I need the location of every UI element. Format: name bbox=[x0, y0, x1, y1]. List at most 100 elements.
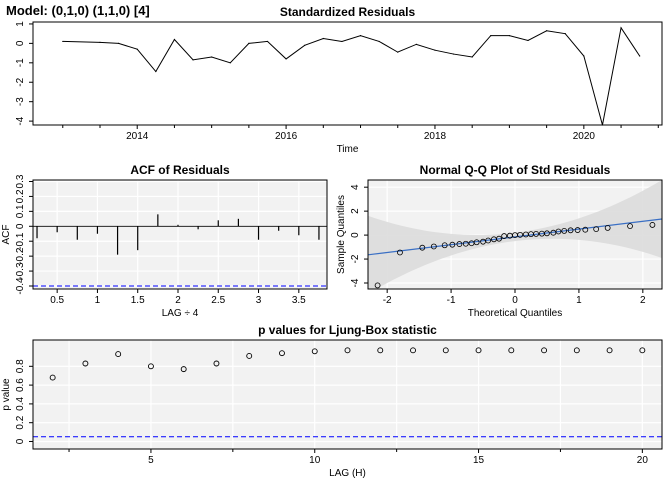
residual-point bbox=[173, 38, 176, 41]
std-residuals-y-tick-label: -3 bbox=[15, 97, 26, 106]
qq-point bbox=[473, 239, 480, 246]
ljung-box-point bbox=[541, 347, 548, 354]
residual-point bbox=[564, 33, 566, 35]
ljung-box-point bbox=[573, 347, 580, 354]
ljung-box-x-tick-label: 15 bbox=[473, 455, 485, 466]
qq-point bbox=[604, 225, 611, 231]
std-residuals-y-tick-label: -4 bbox=[15, 116, 26, 125]
ljung-box-xlabel: LAG (H) bbox=[329, 468, 366, 479]
qq-point bbox=[593, 226, 600, 233]
std-residuals-y-tick-label: -2 bbox=[15, 77, 26, 86]
qq-y-tick-label: 0 bbox=[350, 232, 361, 238]
ljung-box-y-tick-label: 0.4 bbox=[15, 397, 26, 411]
qq-point bbox=[501, 233, 508, 239]
std-residuals-x-tick-label: 2016 bbox=[275, 131, 298, 142]
ljung-box-x-tick-label: 5 bbox=[148, 455, 154, 466]
ljung-box-point bbox=[442, 347, 449, 354]
residual-point bbox=[452, 53, 455, 55]
acf-x-tick-label: 1.5 bbox=[131, 295, 145, 306]
residual-series-line bbox=[62, 26, 641, 126]
ljung-box-point bbox=[344, 347, 351, 354]
ljung-box-x-tick-label: 20 bbox=[637, 455, 649, 466]
ljung-box-x-tick-label: 10 bbox=[309, 455, 321, 466]
qq-xlabel: Theoretical Quantiles bbox=[468, 308, 563, 319]
qq-y-tick-label: 2 bbox=[350, 208, 361, 214]
residual-point bbox=[304, 44, 306, 46]
residual-point bbox=[546, 30, 548, 32]
residual-point bbox=[266, 40, 269, 43]
acf-x-tick-label: 3 bbox=[256, 295, 262, 306]
residual-point bbox=[359, 35, 362, 37]
ljung-box-frame bbox=[32, 339, 663, 450]
ljung-box-y-tick-label: 0.8 bbox=[15, 359, 26, 373]
qq-point bbox=[397, 249, 403, 256]
residual-point bbox=[490, 35, 492, 37]
ljung-box-point bbox=[115, 351, 122, 358]
ljung-box-point bbox=[49, 374, 56, 381]
qq-y-tick-label: 4 bbox=[350, 184, 361, 190]
qq-point bbox=[419, 244, 426, 251]
acf-y-tick-label: 0 bbox=[15, 223, 26, 229]
acf-y-tick-label: -0.3 bbox=[15, 262, 26, 280]
residual-point bbox=[341, 40, 343, 43]
ljung-box-point bbox=[508, 347, 515, 354]
std-residuals-y-tick-label: 1 bbox=[15, 21, 26, 27]
std-residuals-y-tick-label: -1 bbox=[15, 58, 26, 67]
acf-title: ACF of Residuals bbox=[130, 163, 230, 177]
ljung-box-title: p values for Ljung-Box statistic bbox=[258, 323, 437, 337]
residual-point bbox=[248, 42, 250, 44]
acf-x-tick-label: 2.5 bbox=[211, 295, 225, 306]
residual-point bbox=[285, 58, 287, 60]
ljung-box-point bbox=[82, 360, 89, 367]
qq-point bbox=[374, 282, 381, 289]
residual-point bbox=[136, 48, 138, 50]
std-residuals-title: Standardized Residuals bbox=[280, 5, 416, 19]
qq-point bbox=[544, 230, 550, 237]
qq-point bbox=[430, 243, 437, 250]
acf-x-tick-label: 0.5 bbox=[50, 295, 64, 306]
residual-point bbox=[322, 37, 324, 40]
std-residuals-xlabel: Time bbox=[337, 144, 359, 155]
qq-ylabel: Sample Quantiles bbox=[336, 195, 347, 274]
std-residuals-x-tick-label: 2018 bbox=[424, 131, 447, 142]
ljung-box-point bbox=[639, 347, 646, 354]
residual-point bbox=[434, 49, 436, 51]
qq-reference-line bbox=[367, 218, 663, 256]
acf-y-tick-label: 0.2 bbox=[15, 189, 26, 203]
ljung-box-point bbox=[311, 348, 318, 355]
ljung-box-point bbox=[279, 350, 285, 357]
qq-point bbox=[627, 223, 633, 230]
qq-point bbox=[582, 226, 589, 233]
residual-point bbox=[508, 35, 511, 37]
acf-y-tick-label: 0.1 bbox=[15, 204, 26, 218]
acf-y-tick-label: -0.1 bbox=[15, 232, 26, 250]
qq-point bbox=[517, 231, 524, 238]
residual-point bbox=[471, 56, 473, 58]
residual-point bbox=[527, 39, 529, 42]
residual-point bbox=[62, 40, 64, 43]
qq-point bbox=[456, 241, 463, 247]
ljung-box-y-tick-label: 0.2 bbox=[15, 415, 26, 429]
ljung-box-panel-bg bbox=[33, 340, 662, 449]
ljung-box-point bbox=[475, 347, 482, 354]
ljung-box-y-tick-label: 0.6 bbox=[15, 378, 26, 392]
residual-point bbox=[583, 55, 585, 57]
ljung-box-point bbox=[147, 363, 154, 370]
ljung-box-point bbox=[213, 360, 220, 367]
acf-x-tick-label: 3.5 bbox=[292, 295, 306, 306]
acf-frame bbox=[32, 179, 328, 290]
model-label: Model: (0,1,0) (1,1,0) [4] bbox=[6, 3, 150, 18]
qq-x-tick-label: -1 bbox=[447, 295, 456, 306]
std-residuals-frame bbox=[32, 21, 663, 126]
qq-point bbox=[449, 241, 456, 248]
qq-point bbox=[649, 222, 656, 228]
std-residuals-y-tick-label: 0 bbox=[15, 40, 26, 46]
qq-point bbox=[567, 227, 574, 234]
residual-point bbox=[378, 40, 380, 43]
qq-point bbox=[574, 227, 581, 233]
residual-point bbox=[397, 51, 399, 53]
qq-point bbox=[561, 228, 568, 234]
residual-point bbox=[192, 59, 194, 61]
ljung-box-point bbox=[606, 347, 613, 354]
